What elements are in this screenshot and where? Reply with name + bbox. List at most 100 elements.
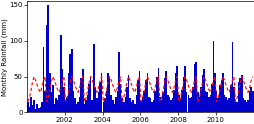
Bar (228, 98, 229, 112)
Bar (36, 104, 38, 112)
Bar (35, 109, 36, 112)
Bar (46, 25, 47, 112)
Bar (137, 80, 138, 112)
Bar (121, 98, 122, 112)
Bar (69, 54, 71, 112)
Bar (99, 82, 101, 112)
Bar (193, 64, 195, 112)
Bar (226, 100, 228, 112)
Bar (61, 69, 63, 112)
Bar (86, 94, 88, 112)
Bar (209, 94, 210, 112)
Bar (122, 102, 124, 112)
Bar (169, 100, 171, 112)
Bar (231, 42, 232, 112)
Bar (127, 75, 129, 112)
Bar (213, 73, 215, 112)
Bar (162, 92, 163, 112)
Bar (113, 104, 115, 112)
Bar (88, 84, 90, 112)
Bar (49, 73, 50, 112)
Bar (129, 98, 130, 112)
Bar (251, 91, 253, 112)
Bar (165, 71, 166, 112)
Bar (116, 91, 118, 112)
Bar (57, 100, 58, 112)
Bar (107, 73, 108, 112)
Bar (133, 104, 135, 112)
Bar (71, 49, 72, 112)
Bar (202, 69, 204, 112)
Bar (96, 98, 97, 112)
Bar (93, 44, 94, 112)
Bar (115, 97, 116, 112)
Bar (198, 97, 199, 112)
Bar (101, 73, 102, 112)
Bar (119, 84, 121, 112)
Bar (205, 92, 207, 112)
Bar (196, 92, 198, 112)
Bar (41, 102, 42, 112)
Bar (83, 104, 85, 112)
Bar (224, 97, 226, 112)
Bar (232, 87, 234, 112)
Bar (105, 91, 107, 112)
Bar (181, 90, 182, 112)
Bar (234, 100, 235, 112)
Bar (155, 77, 157, 112)
Bar (135, 94, 137, 112)
Bar (248, 91, 249, 112)
Bar (174, 73, 176, 112)
Bar (118, 52, 119, 112)
Bar (27, 102, 28, 112)
Bar (221, 73, 223, 112)
Bar (215, 91, 217, 112)
Bar (85, 100, 86, 112)
Bar (38, 108, 39, 112)
Bar (75, 104, 77, 112)
Bar (243, 100, 245, 112)
Bar (163, 78, 165, 112)
Bar (242, 98, 243, 112)
Bar (82, 69, 83, 112)
Bar (151, 102, 152, 112)
Bar (158, 97, 160, 112)
Bar (220, 80, 221, 112)
Bar (199, 87, 201, 112)
Bar (33, 100, 35, 112)
Bar (140, 100, 141, 112)
Bar (188, 98, 190, 112)
Bar (52, 85, 54, 112)
Bar (66, 97, 68, 112)
Bar (157, 68, 158, 112)
Bar (78, 97, 80, 112)
Bar (94, 87, 96, 112)
Bar (148, 97, 149, 112)
Bar (146, 73, 148, 112)
Bar (60, 35, 61, 112)
Bar (50, 92, 52, 112)
Bar (171, 98, 173, 112)
Bar (55, 98, 57, 112)
Bar (58, 94, 60, 112)
Bar (152, 100, 154, 112)
Bar (77, 102, 78, 112)
Bar (237, 82, 239, 112)
Bar (28, 107, 30, 112)
Bar (190, 97, 192, 112)
Bar (177, 94, 179, 112)
Bar (80, 78, 82, 112)
Bar (160, 100, 162, 112)
Bar (47, 5, 49, 112)
Bar (168, 97, 169, 112)
Bar (126, 87, 127, 112)
Bar (108, 78, 110, 112)
Bar (235, 102, 237, 112)
Bar (239, 78, 240, 112)
Bar (210, 84, 212, 112)
Bar (65, 100, 66, 112)
Bar (217, 98, 218, 112)
Bar (207, 97, 209, 112)
Bar (187, 94, 188, 112)
Bar (154, 91, 155, 112)
